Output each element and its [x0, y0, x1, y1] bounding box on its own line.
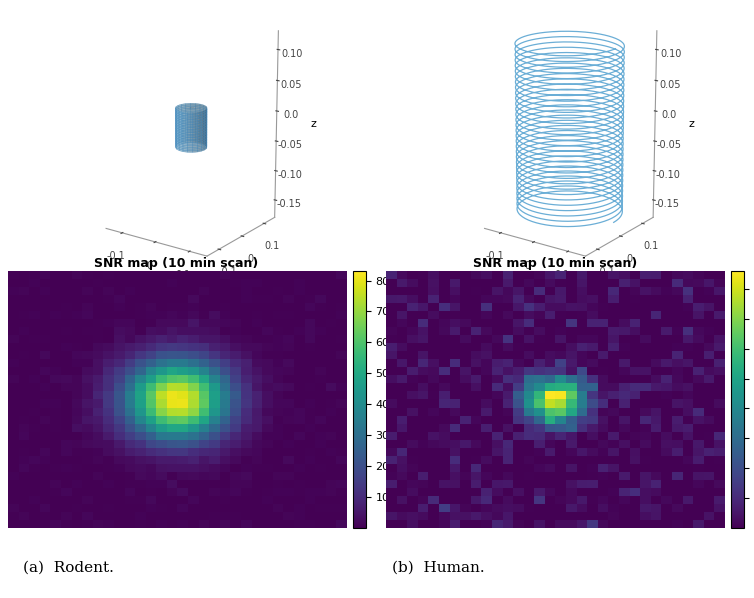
X-axis label: x: x [136, 286, 143, 297]
Y-axis label: y: y [261, 277, 268, 287]
X-axis label: x: x [514, 286, 521, 297]
Text: (a)  Rodent.: (a) Rodent. [23, 561, 114, 575]
Y-axis label: y: y [639, 277, 646, 287]
Title: SNR map (10 min scan): SNR map (10 min scan) [94, 257, 259, 270]
Text: (b)  Human.: (b) Human. [392, 561, 485, 575]
Title: SNR map (10 min scan): SNR map (10 min scan) [473, 257, 637, 270]
